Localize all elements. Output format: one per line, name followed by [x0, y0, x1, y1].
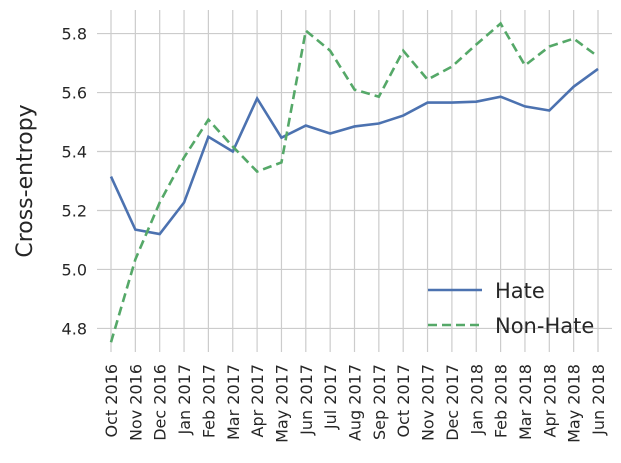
x-tick-label: Feb 2017 — [199, 364, 218, 438]
y-tick-label: 5.4 — [62, 143, 87, 162]
y-tick-label: 5.2 — [62, 201, 87, 220]
x-tick-label: Nov 2016 — [126, 364, 145, 441]
x-tick-label: Sep 2017 — [370, 364, 389, 440]
x-tick-label: Feb 2018 — [492, 364, 511, 438]
x-tick-label: Jun 2017 — [297, 364, 316, 436]
x-tick-label: Dec 2016 — [151, 364, 170, 441]
x-tick-label: Jul 2017 — [321, 364, 340, 430]
y-tick-label: 4.8 — [62, 319, 87, 338]
x-tick-label: Oct 2017 — [394, 364, 413, 437]
legend-label: Hate — [495, 279, 545, 303]
x-tick-label: May 2017 — [272, 364, 291, 443]
x-tick-label: Jun 2018 — [589, 364, 608, 436]
legend-label: Non-Hate — [495, 314, 594, 338]
x-tick-label: Jan 2017 — [175, 364, 194, 435]
x-tick-label: Apr 2018 — [540, 364, 559, 437]
x-tick-label: Apr 2017 — [248, 364, 267, 437]
line-series — [109, 67, 599, 236]
x-tick-label: Jan 2018 — [467, 364, 486, 435]
x-tick-label: Nov 2017 — [419, 364, 438, 441]
x-tick-label: May 2018 — [565, 364, 584, 443]
line-series — [109, 21, 599, 343]
y-tick-label: 5.0 — [62, 260, 87, 279]
x-tick-label: Aug 2017 — [346, 364, 365, 441]
x-tick-label: Oct 2016 — [102, 364, 121, 437]
x-tick-label: Dec 2017 — [443, 364, 462, 441]
x-tick-label: Mar 2017 — [224, 364, 243, 440]
y-tick-label: 5.8 — [62, 25, 87, 44]
y-axis-label: Cross-entropy — [13, 104, 38, 257]
y-tick-label: 5.6 — [62, 84, 87, 103]
x-tick-label: Mar 2018 — [516, 364, 535, 440]
